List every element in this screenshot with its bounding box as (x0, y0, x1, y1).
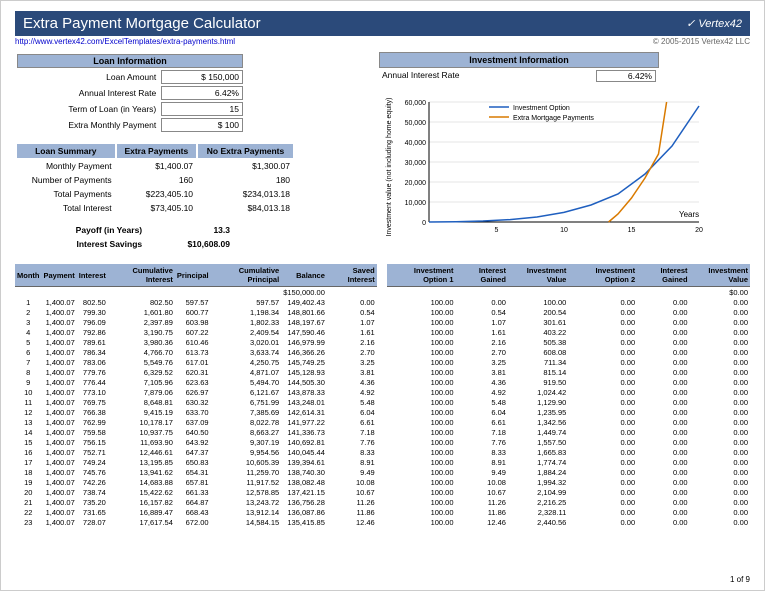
sum-label: Number of Payments (17, 174, 115, 186)
table-row: 31,400.07796.092,397.89603.981,802.33148… (15, 317, 750, 327)
svg-text:60,000: 60,000 (405, 100, 427, 107)
table-row: 181,400.07745.7613,941.62654.3111,259.70… (15, 467, 750, 477)
svg-text:0: 0 (422, 220, 426, 227)
svg-text:30,000: 30,000 (405, 160, 427, 167)
left-column: Loan Information Loan Amount$ 150,000Ann… (15, 52, 355, 258)
summary-header: Loan Summary (17, 144, 115, 158)
inv-rate-val: 6.42% (596, 70, 656, 82)
table-row: 131,400.07762.9910,178.17637.098,022.781… (15, 417, 750, 427)
page: Extra Payment Mortgage Calculator ✓ Vert… (0, 0, 765, 591)
table-row: 61,400.07786.344,766.70613.733,633.74146… (15, 347, 750, 357)
start-inv: $0.00 (690, 287, 750, 298)
col-header: Payment (42, 264, 77, 287)
sum-label: Total Interest (17, 202, 115, 214)
payoff-val: 13.3 (147, 224, 233, 236)
sum-v1: $73,405.10 (117, 202, 196, 214)
amortization-table: MonthPaymentInterestCumulative InterestP… (15, 264, 750, 527)
title-bar: Extra Payment Mortgage Calculator ✓ Vert… (15, 11, 750, 36)
table-row: 191,400.07742.2614,683.88657.8111,917.52… (15, 477, 750, 487)
col-header: Investment Value (508, 264, 568, 287)
col-header: Cumulative Principal (211, 264, 282, 287)
sum-v2: 180 (198, 174, 293, 186)
right-column: Investment Information Annual Interest R… (379, 52, 750, 258)
svg-text:Years: Years (679, 210, 699, 219)
col-header: Investment Option 2 (568, 264, 637, 287)
svg-text:Investment Option: Investment Option (513, 105, 570, 112)
loan-summary-table: Loan Summary Extra Payments No Extra Pay… (15, 142, 295, 216)
table-row: 51,400.07789.613,980.36610.463,020.01146… (15, 337, 750, 347)
sum-v2: $1,300.07 (198, 160, 293, 172)
svg-text:Extra Mortgage Payments: Extra Mortgage Payments (513, 115, 594, 122)
info-value[interactable]: $ 150,000 (161, 70, 243, 84)
col-header: Balance (281, 264, 327, 287)
logo: ✓ Vertex42 (686, 17, 742, 30)
table-row: 111,400.07769.758,648.81630.326,751.9914… (15, 397, 750, 407)
savings-label: Interest Savings (17, 238, 145, 250)
svg-text:Investment value (not includin: Investment value (not including home equ… (386, 98, 393, 237)
copyright: © 2005-2015 Vertex42 LLC (653, 37, 750, 46)
table-row: 11,400.07802.50802.50597.57597.57149,402… (15, 297, 750, 307)
col-header: Saved Interest (327, 264, 377, 287)
info-label: Annual Interest Rate (17, 86, 159, 100)
svg-text:15: 15 (628, 227, 636, 234)
start-balance: $150,000.00 (281, 287, 327, 298)
col-noextra: No Extra Payments (198, 144, 293, 158)
info-label: Term of Loan (in Years) (17, 102, 159, 116)
table-row: 151,400.07756.1511,693.90643.929,307.191… (15, 437, 750, 447)
inv-info-header: Investment Information (379, 52, 659, 68)
col-header: Investment Value (690, 264, 750, 287)
table-row: 101,400.07773.107,879.06626.976,121.6714… (15, 387, 750, 397)
table-row: 121,400.07766.389,415.19633.707,385.6914… (15, 407, 750, 417)
table-row: 231,400.07728.0717,617.54672.0014,584.15… (15, 517, 750, 527)
table-row: 161,400.07752.7112,446.61647.379,954.561… (15, 447, 750, 457)
table-row: 81,400.07779.766,329.52620.314,871.07145… (15, 367, 750, 377)
table-row: 211,400.07735.2016,157.82664.8713,243.72… (15, 497, 750, 507)
sum-label: Monthly Payment (17, 160, 115, 172)
col-header: Interest (77, 264, 108, 287)
sum-v1: $223,405.10 (117, 188, 196, 200)
svg-text:5: 5 (495, 227, 499, 234)
col-header: Interest Gained (456, 264, 508, 287)
subhead: http://www.vertex42.com/ExcelTemplates/e… (15, 36, 750, 52)
sum-v1: $1,400.07 (117, 160, 196, 172)
col-header: Month (15, 264, 42, 287)
info-value[interactable]: 15 (161, 102, 243, 116)
table-row: 141,400.07759.5810,937.75640.508,663.271… (15, 427, 750, 437)
info-label: Extra Monthly Payment (17, 118, 159, 132)
col-header: Investment Option 1 (387, 264, 456, 287)
inv-rate-label: Annual Interest Rate (382, 70, 460, 82)
info-value[interactable]: 6.42% (161, 86, 243, 100)
svg-text:40,000: 40,000 (405, 140, 427, 147)
sum-label: Total Payments (17, 188, 115, 200)
svg-text:10,000: 10,000 (405, 200, 427, 207)
loan-info-table: Loan Information Loan Amount$ 150,000Ann… (15, 52, 245, 134)
col-header: Cumulative Interest (108, 264, 175, 287)
table-row: 201,400.07738.7415,422.62661.3312,578.85… (15, 487, 750, 497)
table-row: 71,400.07783.065,549.76617.014,250.75145… (15, 357, 750, 367)
sum-v2: $234,013.18 (198, 188, 293, 200)
svg-text:50,000: 50,000 (405, 120, 427, 127)
info-label: Loan Amount (17, 70, 159, 84)
svg-text:20: 20 (695, 227, 703, 234)
savings-val: $10,608.09 (147, 238, 233, 250)
info-value[interactable]: $ 100 (161, 118, 243, 132)
table-row: 221,400.07731.6516,889.47668.4313,912.14… (15, 507, 750, 517)
sum-v1: 160 (117, 174, 196, 186)
payoff-label: Payoff (in Years) (17, 224, 145, 236)
table-row: 171,400.07749.2413,195.85650.8310,605.39… (15, 457, 750, 467)
col-extra: Extra Payments (117, 144, 196, 158)
page-title: Extra Payment Mortgage Calculator (23, 15, 261, 32)
investment-chart: 0 10,000 20,000 30,000 40,000 50,000 60,000 5 10… (379, 92, 709, 242)
col-header: Principal (175, 264, 211, 287)
svg-text:10: 10 (560, 227, 568, 234)
svg-text:20,000: 20,000 (405, 180, 427, 187)
sum-v2: $84,013.18 (198, 202, 293, 214)
col-header: Interest Gained (637, 264, 689, 287)
table-row: 41,400.07792.863,190.75607.222,409.54147… (15, 327, 750, 337)
table-row: 91,400.07776.447,105.96623.635,494.70144… (15, 377, 750, 387)
loan-info-header: Loan Information (17, 54, 243, 68)
table-row: 21,400.07799.301,601.80600.771,198.34148… (15, 307, 750, 317)
template-link[interactable]: http://www.vertex42.com/ExcelTemplates/e… (15, 37, 235, 46)
page-footer: 1 of 9 (730, 575, 750, 584)
